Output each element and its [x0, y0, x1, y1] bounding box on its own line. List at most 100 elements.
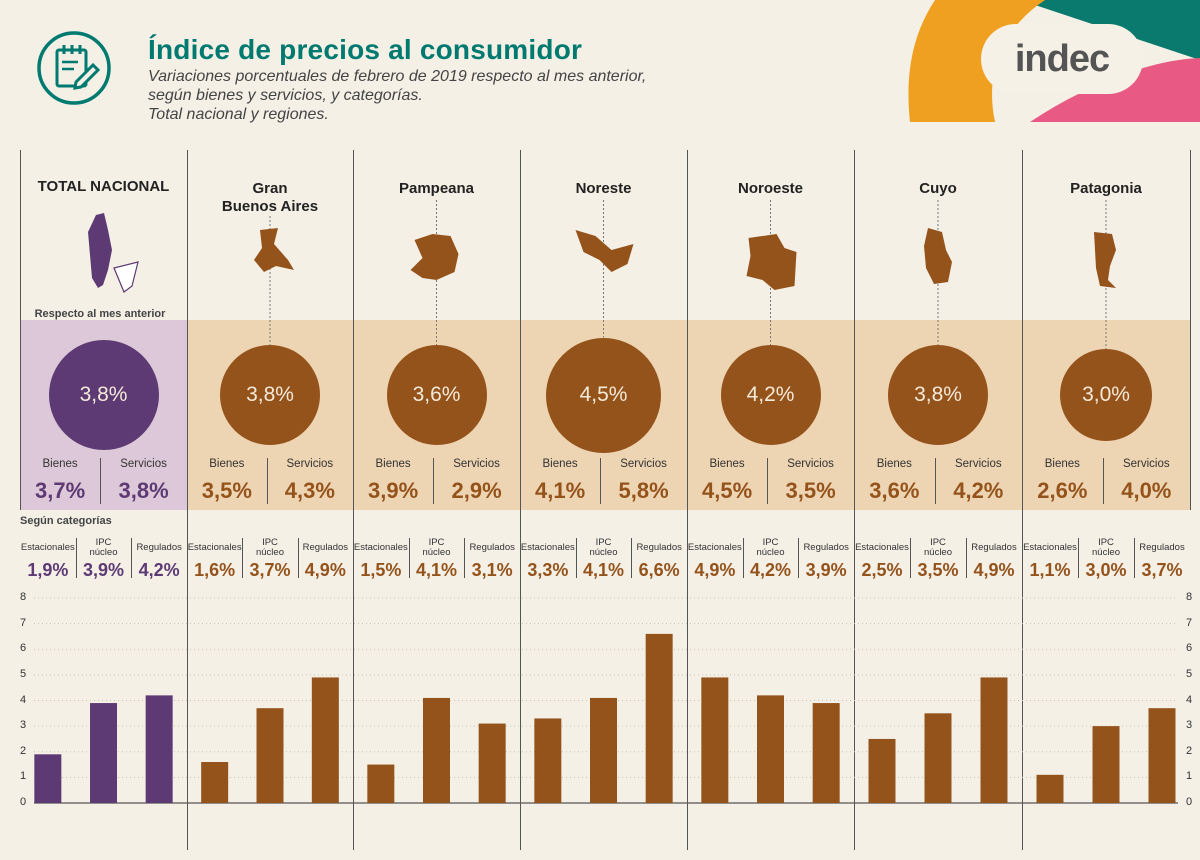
goods-value: 4,1% — [535, 478, 586, 503]
bar-regulated — [645, 633, 673, 803]
bar-seasonal — [1036, 774, 1064, 803]
goods-label: Bienes — [42, 458, 78, 470]
general-index-circle: 3,6% — [386, 345, 487, 445]
goods-value: 4,5% — [702, 478, 753, 503]
category-value: 1,5% — [360, 560, 402, 580]
category-divider — [464, 538, 466, 578]
services-label: Servicios — [954, 458, 1002, 470]
y-tick-label-right: 7 — [1186, 616, 1193, 629]
bar-seasonal — [201, 762, 229, 803]
y-tick-label-right: 5 — [1186, 667, 1193, 680]
general-index-circle: 4,2% — [720, 345, 821, 445]
services-value: 2,9% — [451, 478, 502, 503]
goods-services-divider — [1102, 458, 1104, 504]
goods-value: 3,7% — [35, 478, 86, 503]
y-tick-label-left: 4 — [20, 693, 27, 706]
column-divider — [187, 150, 188, 850]
y-tick-label-left: 3 — [20, 719, 27, 732]
category-divider — [75, 538, 77, 578]
category-divider — [575, 538, 577, 578]
category-value: 3,0% — [1085, 560, 1127, 580]
category-label-core-line2: núcleo — [1092, 547, 1120, 558]
region-name-line: Pampeana — [398, 180, 475, 197]
bar-regulated — [311, 677, 339, 803]
bar-seasonal — [701, 677, 729, 803]
y-tick-label-left: 7 — [20, 616, 27, 629]
services-value: 4,2% — [953, 478, 1004, 503]
bar-core — [423, 697, 450, 803]
y-tick-label-right: 1 — [1186, 770, 1193, 783]
y-tick-label-left: 2 — [20, 744, 27, 757]
category-label-core-line2: núcleo — [255, 547, 284, 558]
category-divider — [242, 538, 244, 578]
y-tick-label-left: 8 — [20, 591, 27, 603]
category-label-core-line2: núcleo — [89, 547, 118, 558]
y-tick-label-left: 5 — [20, 667, 27, 680]
page-title: Índice de precios al consumidor — [148, 34, 583, 65]
category-value: 4,2% — [138, 560, 180, 580]
category-label-regulated: Regulados — [803, 542, 849, 553]
category-label-core-line2: núcleo — [422, 547, 451, 558]
category-label-core: IPC núcleo — [743, 538, 799, 558]
services-label: Servicios — [120, 458, 167, 470]
category-value: 1,9% — [27, 560, 69, 580]
services-value: 3,5% — [785, 478, 836, 503]
bar-seasonal — [534, 718, 562, 803]
bar-regulated — [812, 703, 840, 803]
general-index-circle: 4,5% — [546, 337, 661, 453]
category-divider — [910, 538, 911, 578]
region-map-icon — [575, 230, 634, 272]
region-name-line: Noroeste — [737, 180, 804, 197]
respect-prev-label: Respecto al mes anterior — [34, 308, 166, 320]
category-divider — [1134, 538, 1135, 578]
column-divider — [1022, 150, 1023, 850]
region-name-line: Gran — [252, 180, 288, 197]
general-index-circle: 3,8% — [220, 345, 320, 445]
category-label-seasonal: Estacionales — [20, 542, 75, 553]
category-label-core: IPC núcleo — [576, 538, 632, 558]
category-value: 3,7% — [1141, 560, 1183, 580]
category-label-regulated: Regulados — [971, 542, 1017, 553]
goods-label: Bienes — [876, 458, 912, 470]
category-label-seasonal: Estacionales — [1023, 542, 1077, 553]
bar-regulated — [980, 677, 1008, 803]
goods-value: 3,5% — [201, 478, 252, 503]
services-value: 5,8% — [618, 478, 669, 503]
category-value: 6,6% — [638, 560, 680, 580]
y-tick-label-right: 6 — [1186, 642, 1193, 655]
bar-regulated — [478, 723, 506, 803]
column-divider — [520, 150, 521, 850]
category-value: 3,5% — [917, 560, 959, 580]
region-map-icon — [746, 234, 797, 290]
bar-core — [90, 703, 117, 803]
category-value: 2,5% — [861, 560, 903, 580]
region-name-line: Buenos Aires — [221, 198, 319, 215]
region-name-line: Patagonia — [1070, 180, 1142, 197]
general-index-circle: 3,8% — [888, 345, 988, 445]
column-divider — [20, 150, 21, 510]
category-label-regulated: Regulados — [469, 542, 515, 553]
category-divider — [966, 538, 967, 578]
category-label-core: IPC núcleo — [76, 538, 132, 558]
goods-services-divider — [767, 458, 769, 504]
y-tick-label-right: 0 — [1186, 796, 1193, 808]
y-tick-label-right: 2 — [1186, 744, 1193, 757]
y-tick-label-left: 0 — [20, 796, 27, 808]
region-name: Gran Buenos Aires — [187, 180, 353, 216]
goods-value: 3,9% — [368, 478, 419, 503]
notepad-pencil-icon — [37, 31, 111, 105]
goods-label: Bienes — [375, 458, 411, 470]
services-label: Servicios — [620, 458, 667, 470]
category-label-regulated: Regulados — [136, 542, 182, 553]
y-tick-label-right: 4 — [1186, 693, 1193, 706]
category-label-core: IPC núcleo — [409, 538, 465, 558]
goods-label: Bienes — [709, 458, 745, 470]
goods-label: Bienes — [1044, 458, 1080, 470]
services-value: 4,0% — [1121, 478, 1172, 503]
region-name-line: Noreste — [575, 180, 632, 197]
services-label: Servicios — [286, 458, 334, 470]
services-value: 3,8% — [118, 478, 169, 503]
category-label-regulated: Regulados — [636, 542, 682, 553]
category-label-core-line1: IPC — [262, 537, 278, 548]
category-value: 4,9% — [973, 560, 1015, 580]
